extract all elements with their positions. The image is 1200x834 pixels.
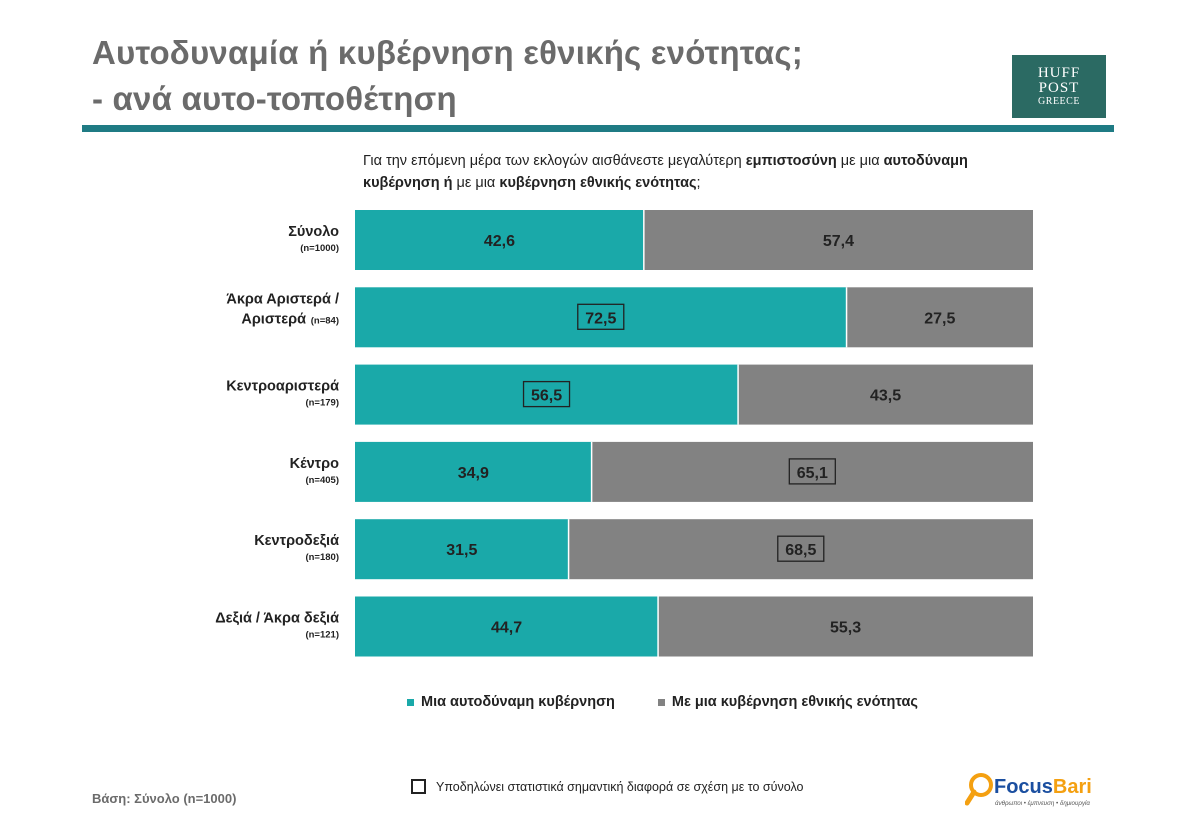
legend-item-series-1: Μια αυτοδύναμη κυβέρνηση: [407, 694, 615, 710]
magnifier-handle-icon: [965, 789, 977, 806]
title-line-2: - ανά αυτο-τοποθέτηση: [92, 80, 457, 117]
category-label-1: Σύνολο (n=1000): [288, 224, 339, 254]
significance-box-1-3: [522, 380, 571, 408]
data-label-1-1: 42,6: [484, 233, 515, 250]
focus-word: Focus: [994, 776, 1053, 798]
category-n-3: (n=179): [305, 398, 339, 409]
category-label-line-6-1: Δεξιά / Άκρα δεξιά: [215, 611, 339, 627]
category-label-3: Κεντροαριστερά (n=179): [226, 379, 339, 409]
focusbari-tagline: άνθρωποι • έμπνευση • δημιουργία: [995, 800, 1090, 807]
category-label-4: Κέντρο (n=405): [290, 456, 340, 486]
data-label-2-3: 43,5: [870, 388, 901, 405]
significance-note: Υποδηλώνει στατιστικά σημαντική διαφορά …: [411, 779, 803, 794]
bar-2-4: [591, 441, 1033, 502]
bar-1-5: [355, 519, 569, 580]
significance-box-2-4: [788, 458, 836, 485]
data-label-2-1: 57,4: [823, 233, 854, 250]
data-label-2-2: 27,5: [924, 310, 955, 327]
category-label-2: Άκρα Αριστερά / Αριστερά (n=84): [226, 291, 339, 327]
significance-box-icon: [411, 779, 426, 794]
magnifier-icon: [969, 773, 993, 797]
category-n-6: (n=121): [305, 630, 339, 641]
bari-word: Bari: [1053, 776, 1092, 798]
question-text-4: ;: [696, 175, 701, 191]
legend-swatch-series-2: [657, 698, 665, 706]
category-n-1: (n=1000): [300, 243, 339, 254]
title-line-1: Αυτοδυναμία ή κυβέρνηση εθνικής ενότητας…: [92, 34, 803, 71]
bar-1-2: [355, 287, 847, 348]
question-text-2: με μια: [836, 153, 884, 169]
title-divider: [82, 125, 1114, 132]
category-label-line-3-1: Κεντροαριστερά: [226, 379, 339, 395]
legend-label-series-2: Με μια κυβέρνηση εθνικής ενότητας: [671, 694, 918, 710]
question-text-1: Για την επόμενη μέρα των εκλογών αισθάνε…: [363, 153, 746, 169]
data-label-2-4: 65,1: [797, 465, 828, 482]
data-label-1-6: 44,7: [491, 620, 522, 637]
data-label-1-3: 56,5: [531, 388, 562, 405]
category-label-6: Δεξιά / Άκρα δεξιά (n=121): [215, 611, 339, 641]
survey-question: Για την επόμενη μέρα των εκλογών αισθάνε…: [363, 150, 1043, 194]
category-n-2: (n=84): [311, 315, 339, 326]
bar-1-3: [355, 364, 739, 425]
huff-logo-line1: HUFF: [1037, 65, 1081, 81]
bar-1-6: [355, 596, 659, 657]
significance-note-text: Υποδηλώνει στατιστικά σημαντική διαφορά …: [436, 779, 804, 794]
data-label-1-4: 34,9: [458, 465, 489, 482]
focusbari-wordmark: FocusBari: [994, 776, 1092, 798]
legend-item-series-2: Με μια κυβέρνηση εθνικής ενότητας: [657, 694, 918, 710]
data-label-1-5: 31,5: [446, 542, 477, 559]
bar-2-6: [658, 596, 1033, 657]
legend-swatch-series-1: [407, 698, 414, 706]
category-n-5: (n=180): [305, 552, 339, 563]
bar-2-2: [846, 287, 1033, 348]
bar-2-3: [738, 364, 1033, 425]
category-label-line-2-1: Άκρα Αριστερά /: [226, 291, 339, 307]
legend-label-series-1: Μια αυτοδύναμη κυβέρνηση: [421, 694, 615, 710]
chart-legend: Μια αυτοδύναμη κυβέρνηση Με μια κυβέρνησ…: [407, 694, 918, 710]
huff-logo-line2: POST: [1038, 80, 1080, 96]
focusbari-logo: FocusBari άνθρωποι • έμπνευση • δημιουργ…: [965, 773, 1092, 807]
data-label-1-2: 72,5: [585, 310, 616, 327]
significance-box-1-2: [577, 303, 625, 330]
question-bold-1: εμπιστοσύνη: [745, 153, 837, 169]
bar-2-1: [643, 210, 1033, 270]
huff-logo-line3: GREECE: [1038, 96, 1080, 107]
question-bold-2: αυτοδύναμη κυβέρνηση ή: [363, 153, 968, 191]
significance-box-2-5: [777, 535, 825, 562]
category-label-line-4-1: Κέντρο: [290, 456, 340, 472]
bar-1-1: [355, 210, 644, 270]
category-label-line-2-2: Αριστερά: [241, 311, 306, 327]
category-n-4: (n=405): [305, 475, 339, 486]
data-label-2-6: 55,3: [830, 620, 861, 637]
data-label-2-5: 68,5: [785, 542, 816, 559]
bar-2-5: [568, 519, 1033, 580]
question-text-3: με μια: [452, 175, 500, 191]
page-title: Αυτοδυναμία ή κυβέρνηση εθνικής ενότητας…: [92, 30, 803, 122]
category-label-line-1-1: Σύνολο: [288, 224, 339, 240]
base-note: Βάση: Σύνολο (n=1000): [92, 791, 237, 806]
bar-1-4: [355, 441, 592, 502]
huffpost-logo: HUFF POST GREECE: [1012, 55, 1106, 118]
question-bold-3: κυβέρνηση εθνικής ενότητας: [499, 175, 697, 191]
category-label-5: Κεντροδεξιά (n=180): [254, 533, 339, 563]
category-label-line-5-1: Κεντροδεξιά: [254, 533, 339, 549]
